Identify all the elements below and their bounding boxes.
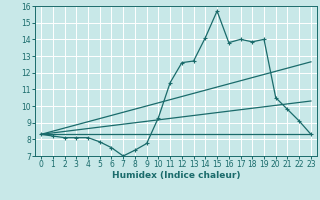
X-axis label: Humidex (Indice chaleur): Humidex (Indice chaleur): [112, 171, 240, 180]
